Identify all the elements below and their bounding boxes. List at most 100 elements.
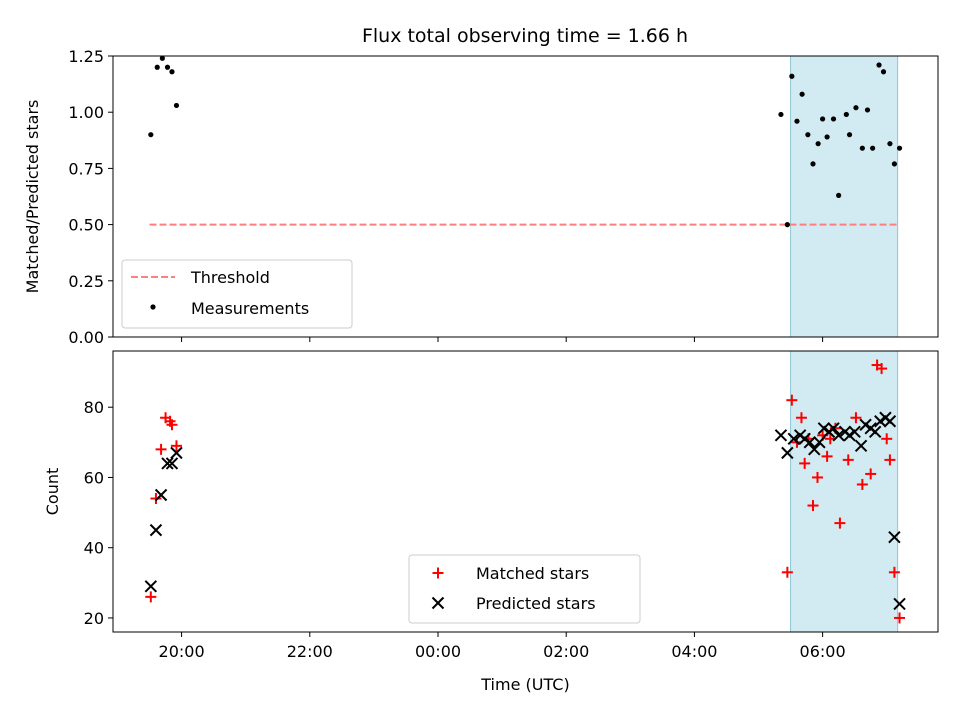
measurement-point bbox=[870, 145, 876, 151]
y-tick-label: 0.50 bbox=[68, 216, 104, 235]
predicted-star-point bbox=[813, 436, 826, 449]
ratio-panel: 0.00 0.25 0.50 0.75 1.00 1.25 Matched/Predict… bbox=[23, 47, 939, 347]
y-tick-label: 20 bbox=[84, 609, 104, 628]
measurement-point bbox=[164, 64, 171, 70]
measurement-point bbox=[843, 111, 849, 118]
y-tick-label: 1.00 bbox=[68, 103, 104, 122]
predicted-legend-marker bbox=[431, 596, 445, 610]
x-marker-b bbox=[832, 429, 845, 442]
measurement-point bbox=[859, 145, 865, 151]
top-x-ticks bbox=[181, 337, 824, 342]
x-marker-b bbox=[161, 457, 174, 470]
y-tick-label: 80 bbox=[84, 398, 104, 417]
matched-star-point bbox=[834, 517, 846, 529]
predicted-legend-label: Predicted stars bbox=[476, 594, 596, 613]
matched-legend-marker bbox=[432, 567, 444, 579]
predicted-star-point bbox=[803, 436, 817, 449]
x-axis-label: Time (UTC) bbox=[480, 675, 569, 694]
matched-star-point bbox=[799, 457, 811, 469]
measurement-point bbox=[154, 64, 160, 70]
measurement-point bbox=[820, 116, 826, 122]
matched-legend-label: Matched stars bbox=[476, 564, 589, 583]
predicted-star-point bbox=[808, 443, 821, 456]
predicted-stars-points bbox=[144, 411, 906, 611]
matched-star-point bbox=[155, 443, 167, 455]
matched-star-point bbox=[842, 454, 854, 466]
predicted-legend-swatch bbox=[431, 596, 445, 610]
x-marker-b bbox=[868, 425, 882, 438]
x-marker-b bbox=[781, 446, 794, 460]
y-tick-label: 60 bbox=[84, 468, 104, 487]
x-marker-b bbox=[787, 432, 800, 446]
matched-star-point bbox=[170, 440, 182, 452]
predicted-star-point bbox=[787, 432, 800, 446]
measurement-point bbox=[891, 161, 898, 167]
matched-star-point bbox=[865, 468, 877, 480]
measurements-legend-swatch bbox=[150, 304, 156, 310]
threshold-legend-label: Threshold bbox=[190, 268, 270, 287]
bottom-legend-box bbox=[408, 554, 641, 624]
predicted-star-point bbox=[888, 530, 901, 544]
matched-star-point bbox=[850, 412, 862, 424]
predicted-star-point bbox=[893, 597, 906, 611]
matched-star-point bbox=[807, 500, 819, 512]
matched-star-point bbox=[166, 419, 178, 431]
measurement-point bbox=[824, 134, 830, 140]
measurement-points bbox=[148, 55, 903, 228]
bottom-axes-frame bbox=[112, 350, 939, 633]
y-tick-label: 0.25 bbox=[68, 272, 104, 291]
measurement-point bbox=[148, 132, 154, 138]
x-tick-label: 22:00 bbox=[287, 642, 333, 661]
top-axes-frame bbox=[112, 55, 939, 338]
matched-star-point bbox=[894, 612, 906, 624]
top-shaded-region bbox=[790, 55, 899, 338]
top-legend: Threshold Measurements bbox=[121, 259, 353, 329]
measurement-point bbox=[159, 55, 165, 61]
matched-star-point bbox=[781, 566, 793, 578]
predicted-star-point bbox=[827, 422, 840, 435]
top-y-ticks: 0.00 0.25 0.50 0.75 1.00 1.25 bbox=[68, 47, 113, 347]
predicted-star-point bbox=[781, 446, 794, 460]
y-tick-label: 1.25 bbox=[68, 47, 104, 66]
x-tick-label: 04:00 bbox=[671, 642, 717, 661]
measurement-point bbox=[173, 102, 180, 109]
predicted-star-point bbox=[170, 446, 183, 460]
predicted-star-point bbox=[832, 429, 845, 442]
matched-star-point bbox=[881, 433, 893, 445]
x-marker-b bbox=[170, 446, 183, 460]
matched-legend-swatch bbox=[432, 567, 444, 579]
predicted-star-point bbox=[868, 425, 882, 438]
measurement-point bbox=[864, 107, 871, 113]
x-marker-b bbox=[893, 597, 906, 611]
bottom-y-ticks: 20 40 60 80 bbox=[84, 398, 113, 628]
measurement-point bbox=[896, 145, 903, 151]
x-marker-b bbox=[827, 422, 840, 435]
x-marker-b bbox=[774, 429, 788, 442]
predicted-star-point bbox=[848, 425, 861, 438]
measurement-point bbox=[805, 132, 811, 138]
x-marker-b bbox=[808, 443, 821, 456]
x-marker-b bbox=[854, 439, 868, 453]
matched-star-point bbox=[884, 454, 896, 466]
predicted-star-point bbox=[774, 429, 788, 442]
matched-star-point bbox=[811, 471, 823, 483]
bottom-y-axis-label: Count bbox=[43, 468, 62, 516]
matched-star-point bbox=[786, 394, 798, 406]
predicted-star-point bbox=[149, 523, 163, 537]
x-tick-label: 20:00 bbox=[159, 642, 205, 661]
matched-star-point bbox=[145, 591, 157, 603]
x-marker-b bbox=[859, 418, 872, 431]
top-y-axis-label: Matched/Predicted stars bbox=[23, 100, 42, 294]
y-tick-label: 0.00 bbox=[68, 328, 104, 347]
y-tick-label: 0.75 bbox=[68, 159, 104, 178]
x-marker-b bbox=[813, 436, 826, 449]
measurement-point bbox=[880, 69, 887, 75]
top-legend-box bbox=[121, 259, 353, 329]
matched-star-point bbox=[821, 450, 833, 462]
measurement-point bbox=[789, 73, 795, 79]
matched-star-point bbox=[150, 493, 162, 505]
x-marker-b bbox=[144, 580, 158, 593]
measurement-point bbox=[830, 116, 837, 122]
